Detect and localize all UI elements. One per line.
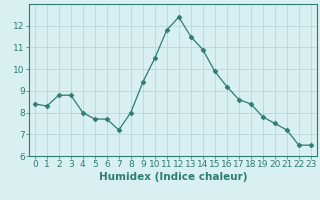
X-axis label: Humidex (Indice chaleur): Humidex (Indice chaleur): [99, 172, 247, 182]
